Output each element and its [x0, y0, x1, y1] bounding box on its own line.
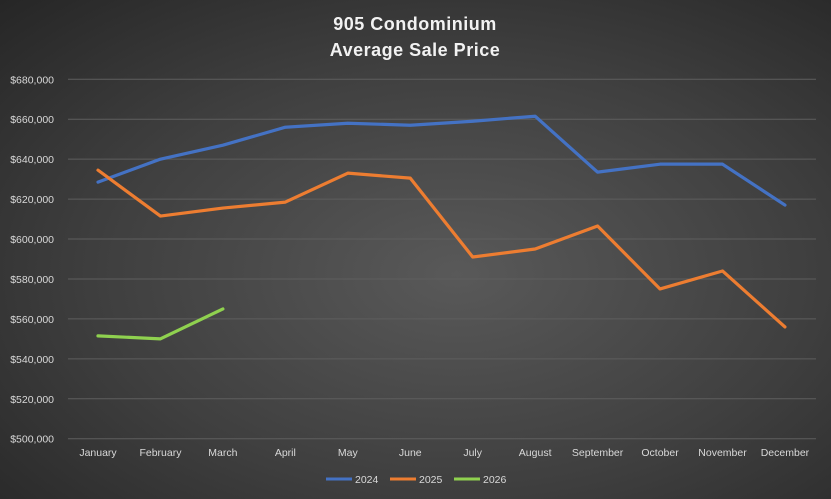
legend-label-2026: 2026 — [483, 474, 507, 486]
y-tick-label: $580,000 — [10, 274, 54, 286]
y-tick-label: $680,000 — [10, 74, 54, 86]
x-tick-label: September — [572, 447, 624, 459]
x-tick-label: June — [399, 447, 422, 459]
x-tick-label: April — [275, 447, 296, 459]
x-tick-label: May — [338, 447, 359, 459]
y-tick-label: $600,000 — [10, 234, 54, 246]
x-tick-label: July — [463, 447, 482, 459]
series-line-2025 — [96, 168, 787, 329]
x-tick-label: February — [139, 447, 182, 459]
y-tick-label: $640,000 — [10, 154, 54, 166]
y-tick-label: $540,000 — [10, 354, 54, 366]
legend-label-2024: 2024 — [355, 474, 379, 486]
y-tick-label: $660,000 — [10, 114, 54, 126]
x-tick-label: December — [761, 447, 810, 459]
y-tick-label: $620,000 — [10, 194, 54, 206]
series-line-2026 — [96, 307, 225, 341]
x-tick-label: March — [208, 447, 237, 459]
chart-title-line-2: Average Sale Price — [330, 40, 500, 60]
series-line-2024 — [96, 114, 787, 207]
x-tick-label: October — [641, 447, 679, 459]
x-tick-label: November — [698, 447, 747, 459]
legend-label-2025: 2025 — [419, 474, 443, 486]
x-tick-label: January — [79, 447, 117, 459]
chart-title-line-1: 905 Condominium — [333, 14, 497, 34]
y-tick-label: $520,000 — [10, 394, 54, 406]
y-tick-label: $560,000 — [10, 314, 54, 326]
y-tick-label: $500,000 — [10, 434, 54, 446]
x-tick-label: August — [519, 447, 552, 459]
